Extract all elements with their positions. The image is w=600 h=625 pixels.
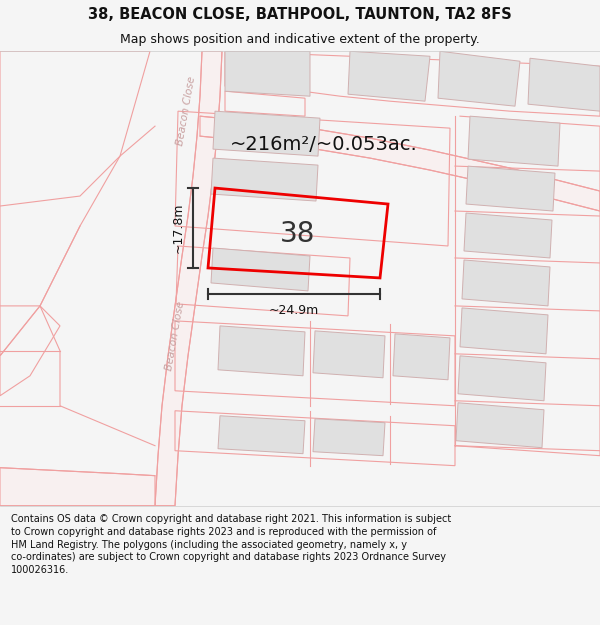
Polygon shape (200, 116, 600, 211)
Polygon shape (218, 326, 305, 376)
Polygon shape (155, 51, 222, 506)
Text: 38, BEACON CLOSE, BATHPOOL, TAUNTON, TA2 8FS: 38, BEACON CLOSE, BATHPOOL, TAUNTON, TA2… (88, 7, 512, 22)
Polygon shape (225, 51, 310, 96)
Polygon shape (464, 213, 552, 258)
Polygon shape (0, 468, 155, 506)
Polygon shape (462, 260, 550, 306)
Polygon shape (528, 58, 600, 111)
Text: Map shows position and indicative extent of the property.: Map shows position and indicative extent… (120, 34, 480, 46)
Polygon shape (460, 308, 548, 354)
Polygon shape (466, 166, 555, 211)
Polygon shape (313, 331, 385, 378)
Text: Beacon Close: Beacon Close (175, 76, 197, 147)
Text: Beacon Close: Beacon Close (164, 301, 186, 371)
Text: ~216m²/~0.053ac.: ~216m²/~0.053ac. (230, 134, 418, 154)
Polygon shape (211, 248, 310, 291)
Polygon shape (218, 416, 305, 454)
Text: Contains OS data © Crown copyright and database right 2021. This information is : Contains OS data © Crown copyright and d… (11, 514, 451, 575)
Polygon shape (211, 158, 318, 201)
Polygon shape (468, 116, 560, 166)
Text: ~24.9m: ~24.9m (269, 304, 319, 317)
Polygon shape (393, 334, 450, 380)
Polygon shape (438, 51, 520, 106)
Text: ~17.8m: ~17.8m (172, 202, 185, 253)
Polygon shape (458, 356, 546, 401)
Text: 38: 38 (280, 221, 316, 249)
Polygon shape (348, 51, 430, 101)
Polygon shape (456, 402, 544, 448)
Polygon shape (313, 419, 385, 456)
Polygon shape (213, 111, 320, 156)
